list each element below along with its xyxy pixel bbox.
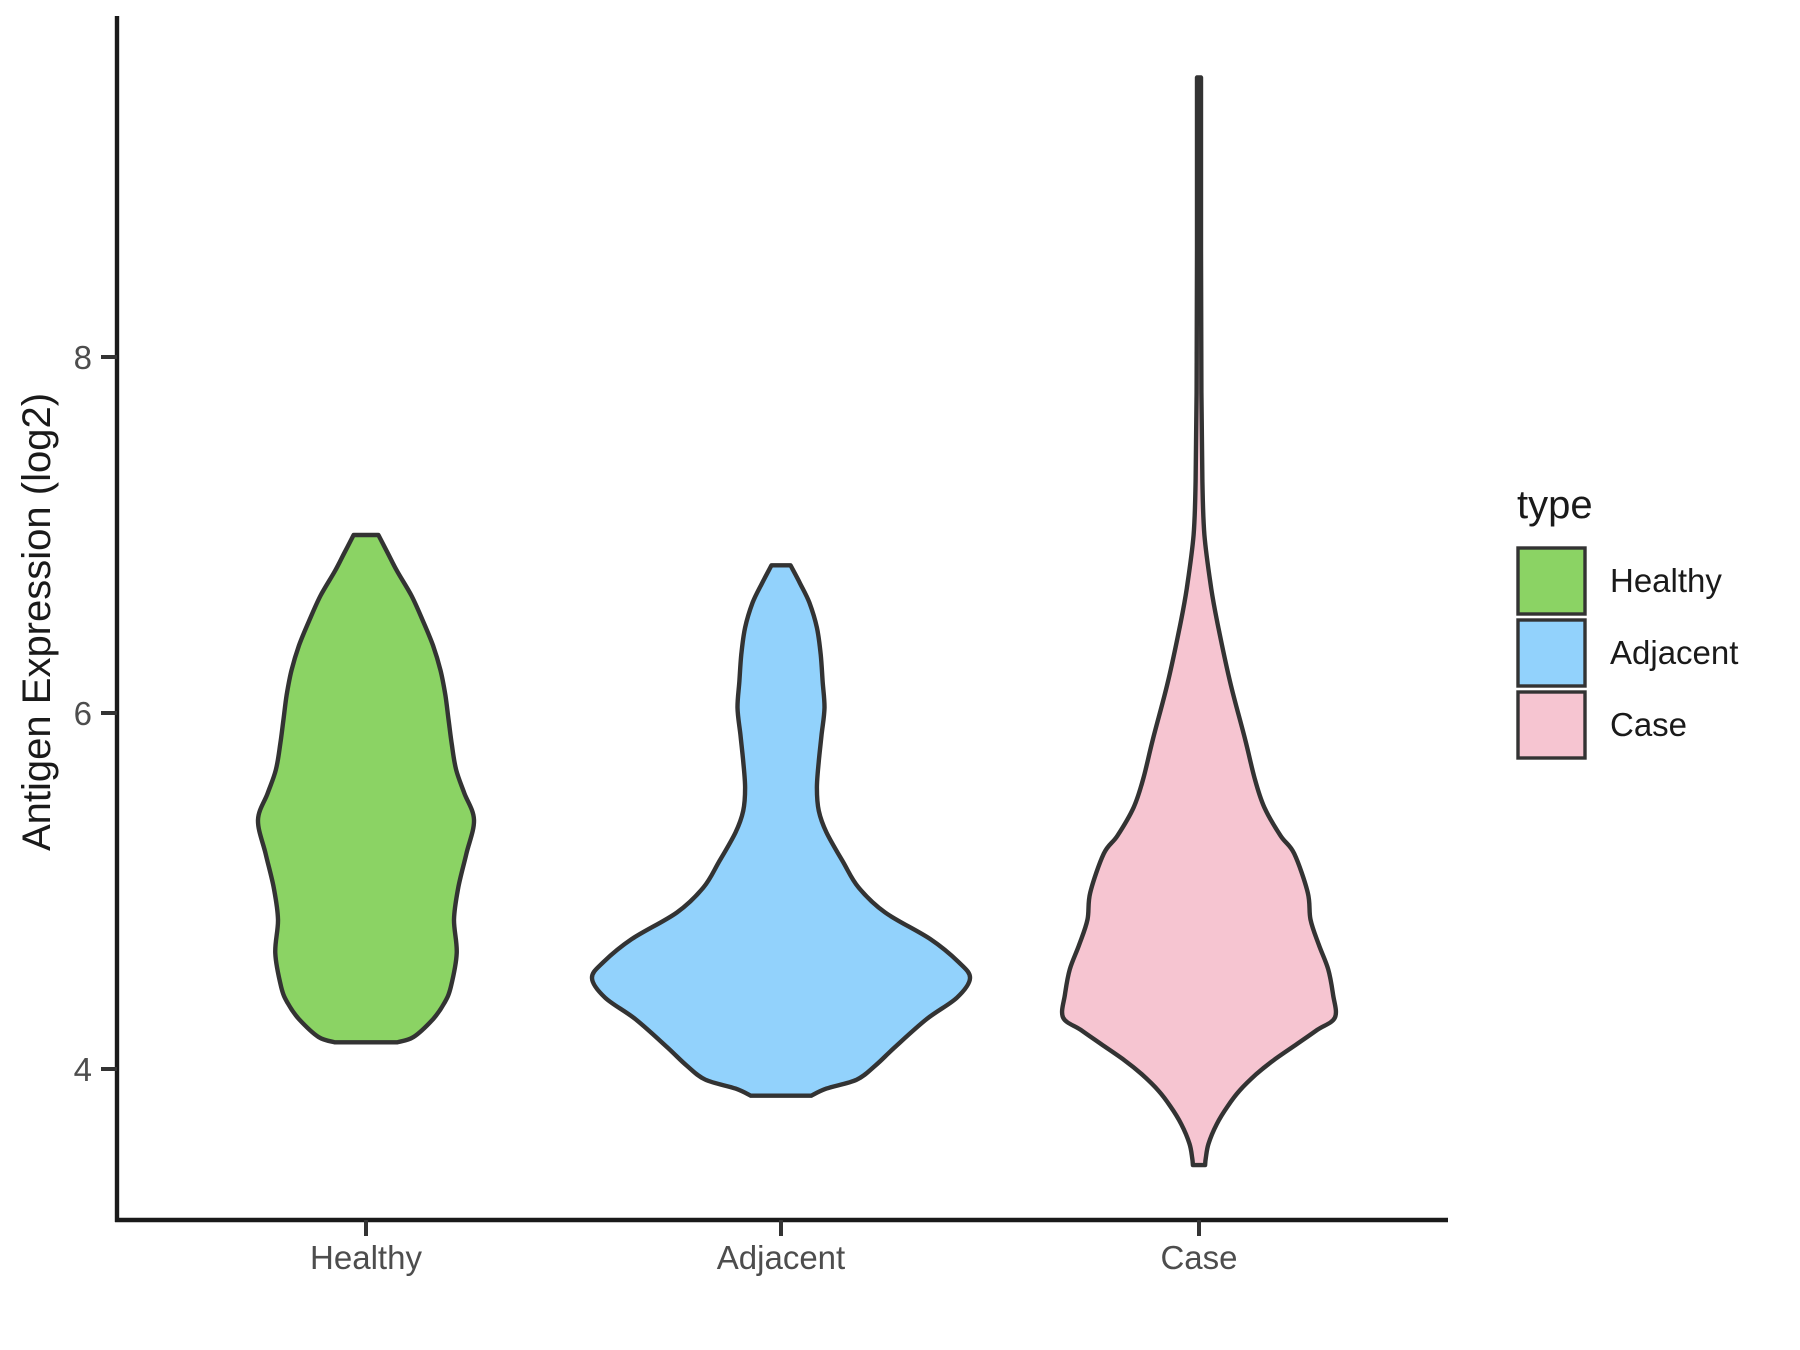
y-tick-label-4: 4 bbox=[74, 1051, 92, 1088]
legend-key-case bbox=[1516, 690, 1587, 760]
violins-group bbox=[255, 75, 1339, 1168]
legend-key-adjacent bbox=[1516, 618, 1587, 688]
y-axis-title: Antigen Expression (log2) bbox=[15, 393, 59, 851]
x-category-label-case: Case bbox=[1160, 1239, 1237, 1276]
violin-healthy bbox=[255, 532, 477, 1045]
violin-adjacent bbox=[589, 563, 973, 1098]
legend-title: type bbox=[1517, 483, 1593, 527]
legend: type Healthy Adjacent Case bbox=[1516, 483, 1738, 760]
axes-group bbox=[101, 16, 1448, 1236]
x-category-label-adjacent: Adjacent bbox=[717, 1239, 845, 1276]
y-tick-label-8: 8 bbox=[74, 339, 92, 376]
legend-key-healthy bbox=[1516, 546, 1587, 616]
legend-label-case: Case bbox=[1610, 706, 1687, 743]
legend-label-adjacent: Adjacent bbox=[1610, 634, 1738, 671]
x-category-label-healthy: Healthy bbox=[310, 1239, 422, 1276]
violin-case bbox=[1059, 75, 1339, 1168]
legend-label-healthy: Healthy bbox=[1610, 562, 1722, 599]
y-tick-label-6: 6 bbox=[74, 695, 92, 732]
